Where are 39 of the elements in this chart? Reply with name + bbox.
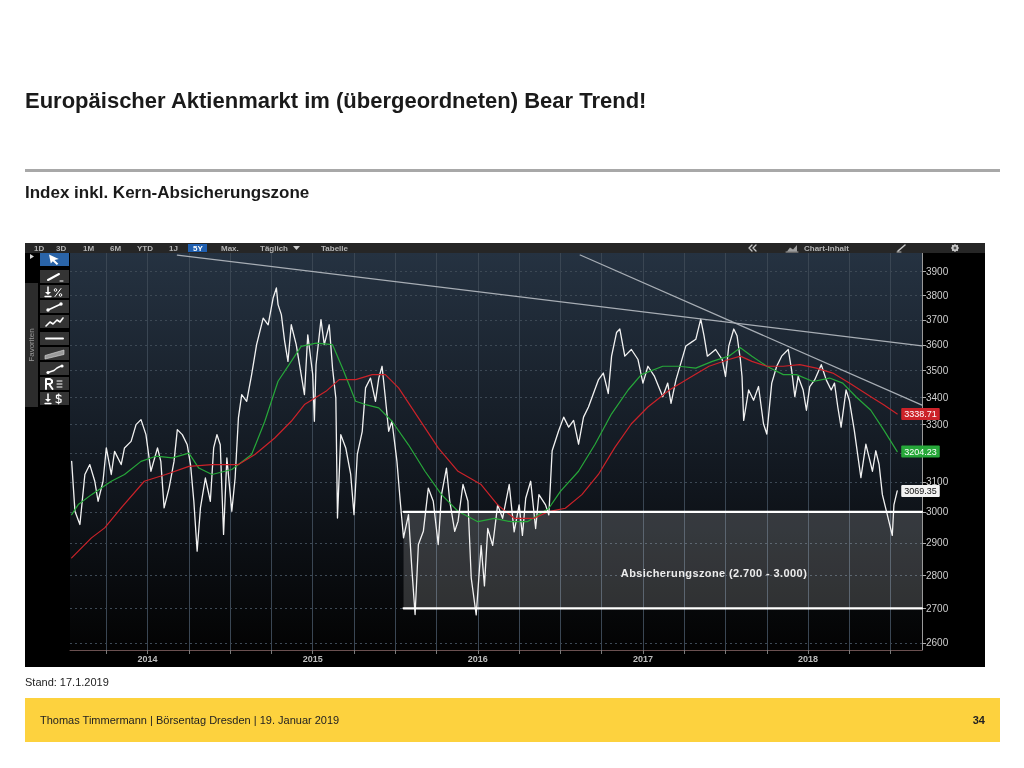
- y-tick-label: 2900: [926, 537, 949, 549]
- data-label: 3338.71: [904, 408, 937, 419]
- y-tick-label: 3500: [926, 365, 949, 377]
- text: Thomas Timmermann | Börsentag Dresden | 19. Januar 2019: [40, 714, 340, 726]
- text: 1J: [169, 244, 178, 253]
- text: 5Y: [193, 244, 204, 253]
- text: 3D: [56, 244, 67, 253]
- text: Chart-Inhalt: [804, 244, 850, 253]
- x-tick-label: 2014: [137, 653, 158, 664]
- text: 1D: [34, 244, 45, 253]
- text: 34: [972, 714, 985, 726]
- y-tick-label: 3700: [926, 314, 949, 326]
- data-label: 3069.35: [904, 485, 937, 496]
- y-tick-label: 3900: [926, 266, 949, 278]
- text: Favoriten: [27, 328, 36, 362]
- text: Täglich: [260, 244, 289, 253]
- data-label: 3204.23: [904, 446, 937, 457]
- annotation: Absicherungszone (2.700 - 3.000): [620, 567, 808, 579]
- y-tick-label: 2800: [926, 569, 949, 581]
- y-tick-label: 3600: [926, 339, 949, 351]
- text: Tabelle: [321, 244, 349, 253]
- x-tick-label: 2017: [632, 653, 653, 664]
- y-tick-label: 3300: [926, 419, 949, 431]
- text: Stand: 17.1.2019: [25, 676, 109, 688]
- text: 6M: [110, 244, 122, 253]
- text: Max.: [221, 244, 239, 253]
- y-tick-label: 3800: [926, 289, 949, 301]
- y-tick-label: 2600: [926, 637, 949, 649]
- x-tick-label: 2018: [798, 653, 819, 664]
- y-tick-label: 3100: [926, 476, 949, 488]
- y-tick-label: 3000: [926, 506, 949, 518]
- chart-title: Europäischer Aktienmarkt im (übergeordneten) Bear Trend!: [25, 88, 647, 114]
- y-tick-label: 3400: [926, 391, 949, 403]
- x-tick-label: 2015: [302, 653, 323, 664]
- x-tick-label: 2016: [467, 653, 488, 664]
- text: YTD: [137, 244, 154, 253]
- chart-subtitle: Index inkl. Kern-Absicherungszone: [25, 183, 310, 203]
- text: 1M: [83, 244, 95, 253]
- y-tick-label: 2700: [926, 602, 949, 614]
